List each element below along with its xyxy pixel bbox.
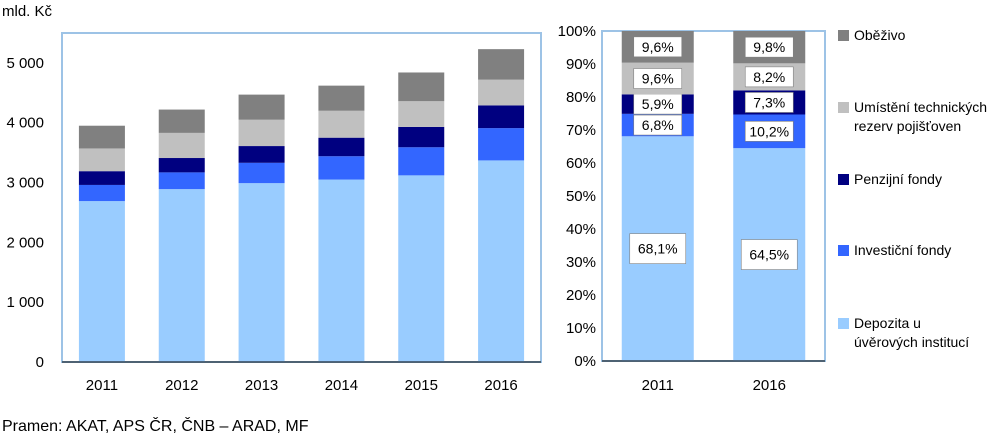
right-data-label: 10,2%	[749, 123, 789, 139]
right-data-label: 9,8%	[753, 39, 785, 55]
left-bar-segment	[478, 105, 525, 129]
left-bar-segment	[398, 101, 445, 127]
right-y-tick-label: 20%	[566, 287, 596, 304]
legend-label-technicke-rezervy: Umístění technických rezerv pojišťoven	[854, 99, 988, 134]
legend-label-penzijni-fondy: Penzijní fondy	[854, 171, 942, 187]
legend-swatch-obezivo	[838, 30, 849, 41]
left-bar-segment	[238, 119, 285, 147]
legend-label-obezivo: Oběživo	[854, 27, 906, 43]
right-data-label-box	[744, 66, 794, 88]
left-bar-segment	[398, 175, 445, 362]
right-data-label-box	[744, 36, 794, 58]
right-y-tick-label: 90%	[566, 56, 596, 73]
left-y-tick-label: 4 000	[6, 115, 44, 132]
left-bar-segment	[158, 189, 205, 362]
left-bar-segment	[158, 132, 205, 159]
right-y-tick-label: 60%	[566, 155, 596, 172]
left-y-tick-label: 5 000	[6, 55, 44, 72]
left-bar-segment	[238, 146, 285, 163]
right-data-label-box	[633, 114, 683, 136]
legend-label-depozita: Depozita u úvěrových institucí	[854, 315, 970, 350]
left-bar-segment	[318, 137, 365, 157]
right-x-tick-label: 2016	[753, 377, 786, 394]
right-data-label: 9,6%	[642, 39, 674, 55]
left-bar-segment	[78, 201, 125, 362]
right-data-label: 64,5%	[749, 247, 789, 263]
left-x-tick-label: 2011	[86, 377, 118, 394]
left-bar-segment	[78, 125, 125, 149]
source-note: Pramen: AKAT, APS ČR, ČNB – ARAD, MF	[2, 418, 309, 435]
left-bar-segment	[398, 147, 445, 176]
left-bar-segment	[478, 49, 525, 80]
left-y-tick-label: 0	[36, 354, 44, 371]
left-x-tick-label: 2015	[405, 377, 438, 394]
right-data-label: 7,3%	[753, 94, 785, 110]
right-data-label-box	[633, 68, 683, 89]
left-bar-segment	[478, 160, 525, 362]
right-data-label-box	[740, 239, 798, 270]
right-data-label: 6,8%	[642, 117, 674, 133]
right-y-tick-label: 10%	[566, 320, 596, 337]
legend-label-investicni-fondy: Investiční fondy	[854, 242, 952, 258]
left-bar-segment	[238, 183, 285, 362]
left-bar-segment	[398, 126, 445, 148]
legend-swatch-penzijni-fondy	[838, 174, 849, 185]
right-data-label-box	[744, 121, 794, 142]
left-bar-segment	[478, 79, 525, 106]
legend-swatch-technicke-rezervy	[838, 102, 849, 113]
left-bar-segment	[78, 171, 125, 185]
left-bar-segment	[78, 184, 125, 202]
left-x-tick-label: 2012	[165, 377, 198, 394]
left-bar-segment	[158, 109, 205, 133]
right-data-label: 8,2%	[753, 69, 785, 85]
left-y-tick-label: 2 000	[6, 234, 44, 251]
left-y-tick-label: 3 000	[6, 175, 44, 192]
right-y-tick-label: 70%	[566, 122, 596, 139]
right-y-tick-label: 80%	[566, 89, 596, 106]
right-y-tick-label: 100%	[558, 23, 596, 40]
right-data-label-box	[744, 92, 794, 113]
right-x-tick-label: 2011	[642, 377, 674, 394]
left-y-axis-label: mld. Kč	[2, 3, 53, 20]
right-data-label: 68,1%	[638, 241, 678, 257]
left-bar-segment	[398, 72, 445, 102]
left-bar-segment	[78, 148, 125, 172]
legend-swatch-depozita	[838, 318, 849, 329]
right-data-label-box	[629, 233, 687, 264]
left-bar-segment	[318, 179, 365, 362]
right-y-tick-label: 40%	[566, 221, 596, 238]
left-bar-segment	[238, 162, 285, 184]
left-x-tick-label: 2014	[325, 377, 358, 394]
left-bar-segment	[318, 110, 365, 138]
left-y-tick-label: 1 000	[6, 294, 44, 311]
left-x-tick-label: 2013	[245, 377, 278, 394]
right-data-label-box	[633, 36, 683, 58]
chart-legend: Oběživo Umístění technických rezerv poji…	[838, 26, 988, 386]
left-bar-segment	[158, 172, 205, 190]
left-x-tick-label: 2016	[484, 377, 517, 394]
right-data-label: 5,9%	[642, 96, 674, 112]
right-y-tick-label: 0%	[574, 353, 596, 370]
left-plot-border	[61, 32, 542, 363]
right-y-tick-label: 50%	[566, 188, 596, 205]
left-bar-segment	[478, 128, 525, 161]
left-bar-segment	[238, 94, 285, 120]
left-bar-segment	[318, 156, 365, 180]
right-y-tick-label: 30%	[566, 254, 596, 271]
left-bar-segment	[318, 85, 365, 111]
right-data-label: 9,6%	[642, 71, 674, 87]
legend-swatch-investicni-fondy	[838, 245, 849, 256]
left-bar-segment	[158, 158, 205, 173]
